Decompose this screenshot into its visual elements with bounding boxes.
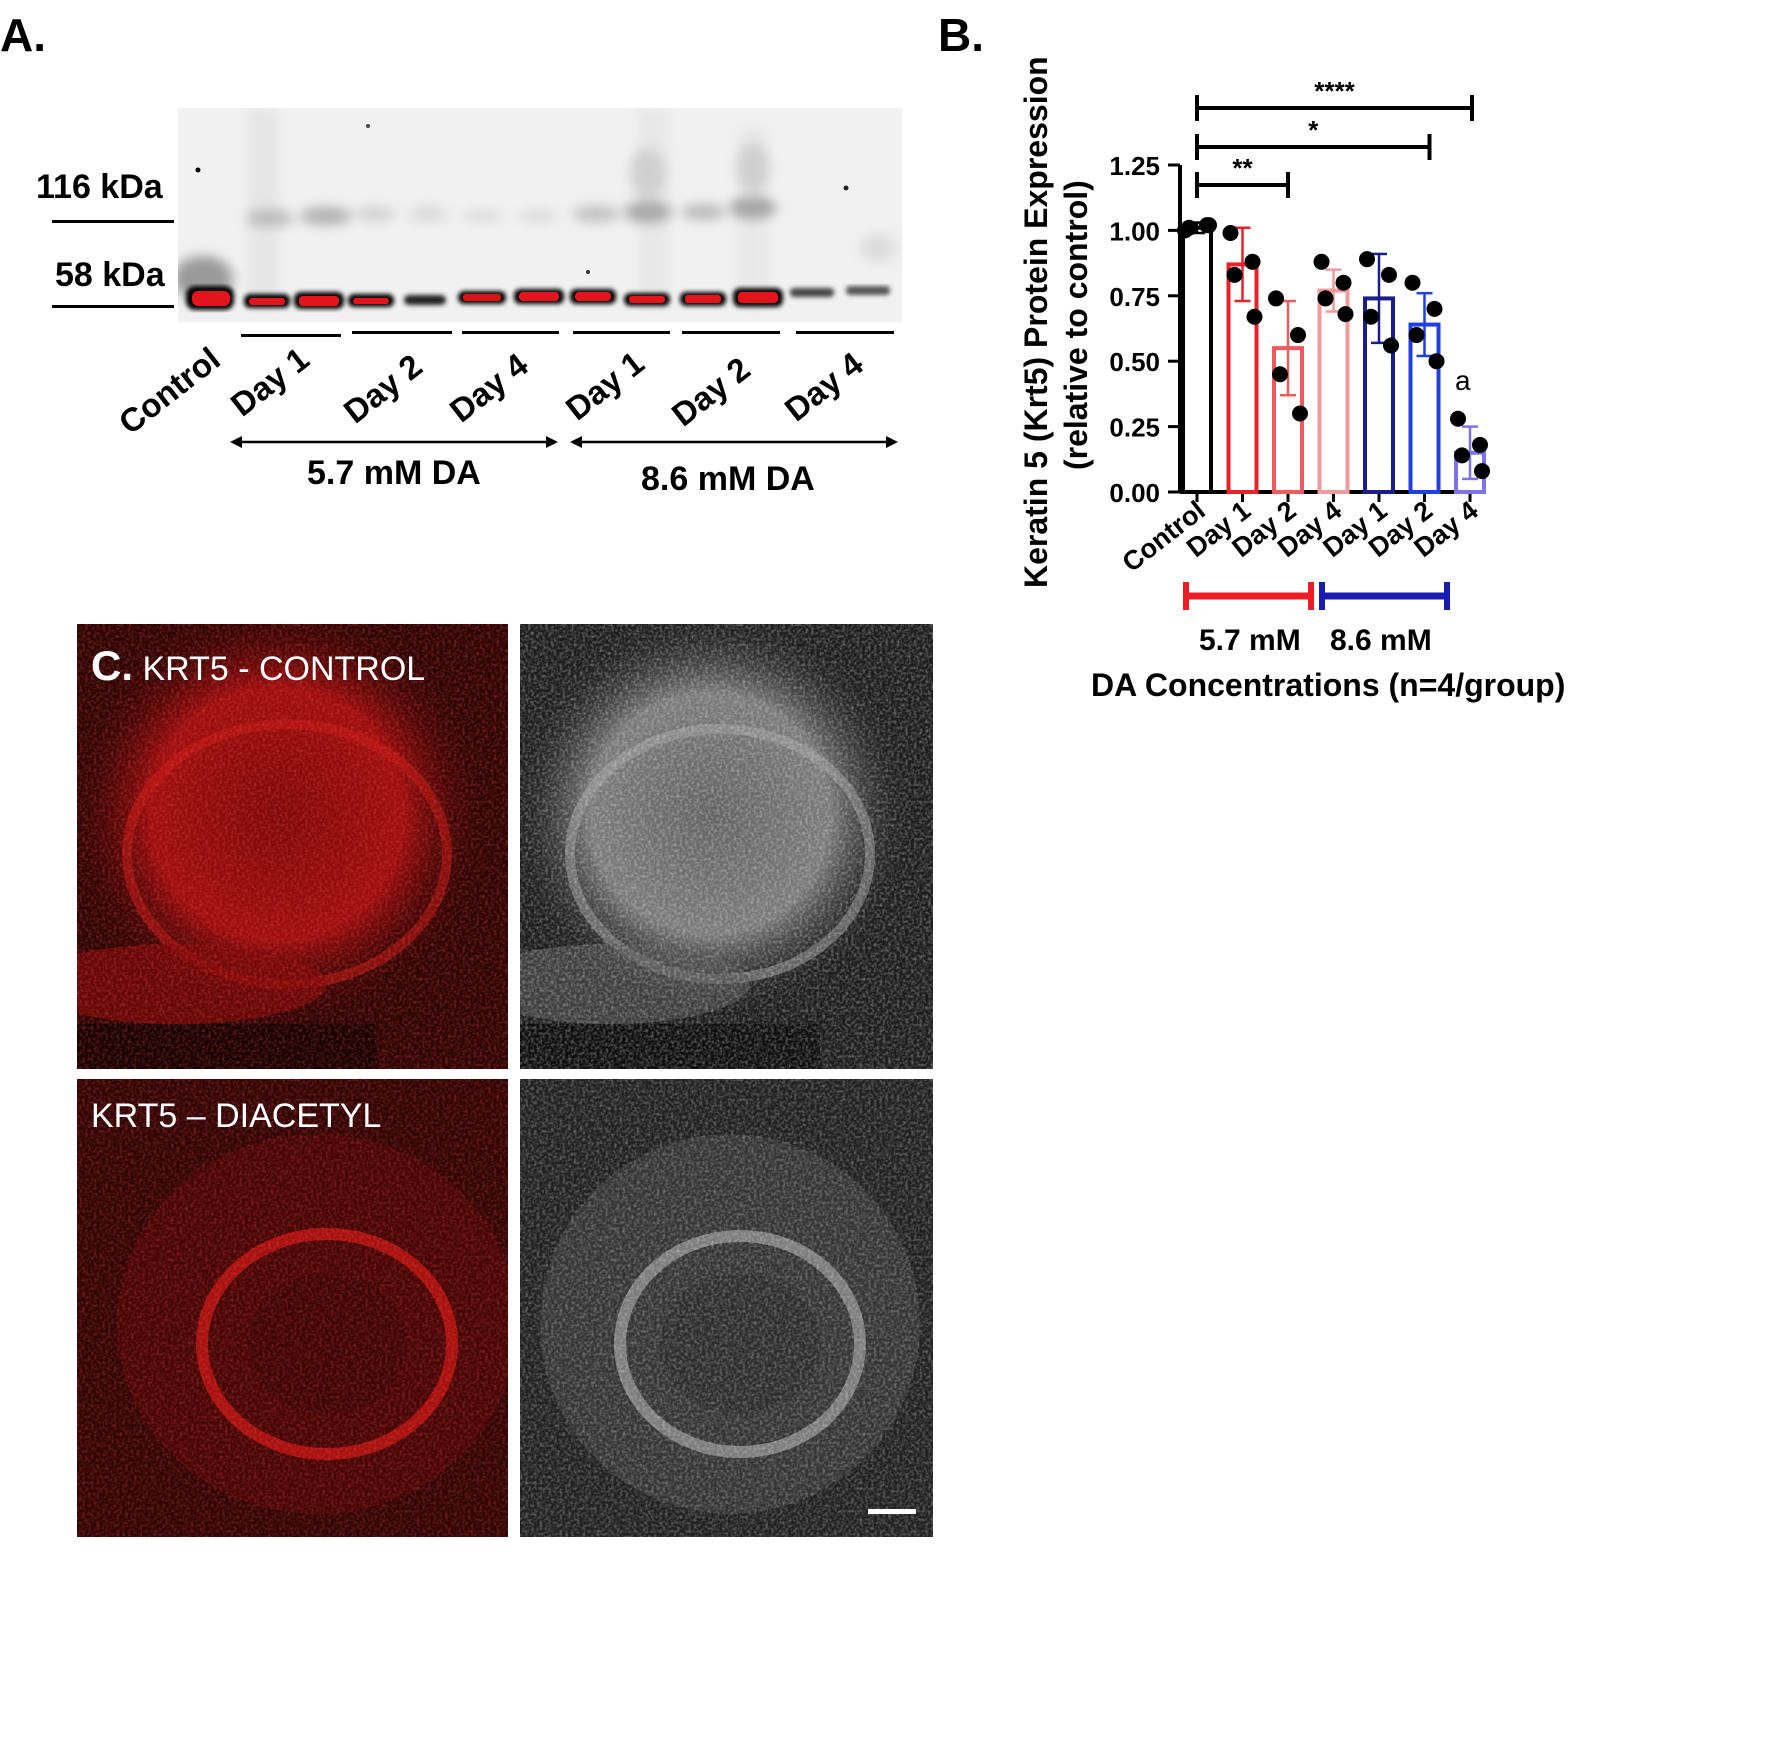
marker-116-label: 116 kDa <box>36 168 163 206</box>
panel-a-letter: A. <box>0 9 46 61</box>
data-point <box>1181 219 1197 236</box>
y-tick-label: 1.00 <box>1109 216 1160 246</box>
day4-annotation: a <box>1455 365 1471 396</box>
bar <box>1226 262 1259 494</box>
data-point <box>1335 274 1352 291</box>
data-point <box>1454 447 1470 464</box>
data-point <box>1246 308 1263 325</box>
krt5-diacetyl-label: KRT5 – DIACETYL <box>91 1097 382 1135</box>
group-label-5-7: 5.7 mM DA <box>307 454 481 492</box>
scale-bar <box>868 1509 916 1514</box>
group-label-8-6-mm: 8.6 mM <box>1330 624 1432 657</box>
data-point <box>1201 217 1217 234</box>
data-point <box>1226 266 1243 283</box>
lane-underline <box>462 331 559 334</box>
x-axis-label: DA Concentrations (n=4/group) <box>1091 667 1566 703</box>
krt5-control-label: KRT5 - CONTROL <box>142 650 426 688</box>
data-point <box>1404 274 1421 291</box>
significance-brackets: ******* <box>1195 76 1474 198</box>
y-tick-label: 0.25 <box>1109 413 1160 443</box>
significance-label: ** <box>1232 153 1253 183</box>
marker-58-label: 58 kDa <box>55 256 165 294</box>
krt5-control-gray-image <box>520 624 933 1069</box>
data-point <box>1381 266 1397 283</box>
data-point <box>1450 410 1466 427</box>
data-point <box>1290 327 1306 344</box>
bar <box>1181 225 1213 494</box>
lane-underline <box>796 331 894 334</box>
y-axis-label: Keratin 5 (Krt5) Protein Expression <box>1018 56 1054 588</box>
bar <box>1408 322 1441 494</box>
data-point <box>1244 253 1261 270</box>
significance-label: * <box>1308 115 1319 145</box>
panel-b-letter: B. <box>938 9 984 61</box>
data-point <box>1474 463 1490 480</box>
data-point <box>1426 300 1443 317</box>
y-tick-label: 0.00 <box>1109 478 1160 508</box>
lane-underline <box>682 331 780 334</box>
data-point <box>1268 290 1284 307</box>
data-point <box>1222 225 1239 242</box>
lane-underline <box>352 331 452 334</box>
chart-bars <box>1177 217 1490 495</box>
y-tick-label: 0.75 <box>1109 282 1160 312</box>
data-point <box>1337 306 1354 323</box>
data-point <box>1363 308 1379 325</box>
bar <box>1317 288 1350 494</box>
data-point <box>1313 253 1330 270</box>
group-label-8-6: 8.6 mM DA <box>641 460 815 498</box>
data-point <box>1292 405 1308 422</box>
panel-c-letter-wrap: C. KRT5 - CONTROL <box>91 642 425 690</box>
marker-116-line <box>52 220 174 223</box>
krt5-diacetyl-red-image: KRT5 – DIACETYL <box>77 1079 508 1537</box>
blot-image <box>178 108 902 322</box>
krt5-diacetyl-gray-image <box>520 1079 933 1537</box>
significance-label: **** <box>1314 76 1355 106</box>
data-point <box>1472 436 1488 453</box>
data-point <box>1408 327 1425 344</box>
y-axis-label-sub: (relative to control) <box>1058 180 1094 470</box>
data-point <box>1428 353 1445 370</box>
krt5-control-red-image: C. KRT5 - CONTROL <box>77 624 508 1069</box>
marker-58-line <box>52 305 174 308</box>
lane-underline <box>241 334 341 337</box>
group-label-5-7-mm: 5.7 mM <box>1199 624 1301 657</box>
data-point <box>1272 366 1288 383</box>
data-point <box>1359 251 1375 268</box>
data-point <box>1383 337 1399 354</box>
group-arrows <box>230 436 898 448</box>
y-tick-label: 0.50 <box>1109 347 1160 377</box>
lane-underline <box>573 331 670 334</box>
data-point <box>1317 290 1334 307</box>
y-tick-label: 1.25 <box>1109 151 1160 181</box>
panel-c-letter: C. <box>91 642 133 689</box>
